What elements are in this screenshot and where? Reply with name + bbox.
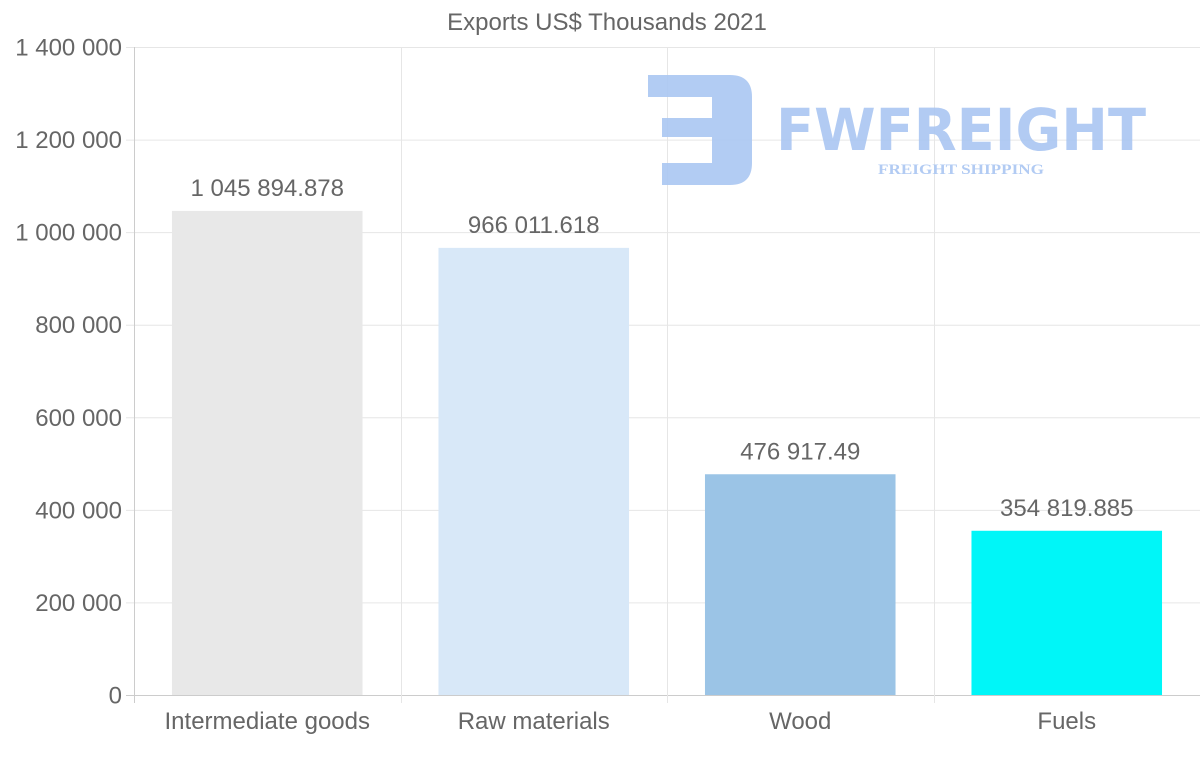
x-tick-label: Raw materials bbox=[458, 708, 610, 735]
svg-text:FWFREIGHT: FWFREIGHT bbox=[776, 96, 1146, 164]
data-label: 1 045 894.878 bbox=[191, 175, 344, 202]
x-tick-label: Wood bbox=[769, 708, 831, 735]
x-tick-label: Fuels bbox=[1037, 708, 1096, 735]
y-tick-label: 0 bbox=[109, 683, 122, 710]
y-tick-label: 1 400 000 bbox=[15, 35, 122, 62]
bar-wood bbox=[704, 474, 896, 695]
bar-fuels bbox=[971, 530, 1163, 695]
y-tick-label: 1 200 000 bbox=[15, 127, 122, 154]
data-label: 476 917.49 bbox=[740, 438, 860, 465]
x-tick-label: Intermediate goods bbox=[165, 708, 370, 735]
fwfreight-logo-watermark: FWFREIGHT FREIGHT SHIPPING bbox=[648, 75, 1146, 185]
axes: 0 200 000 400 000 600 000 800 000 1 000 000 1 … bbox=[15, 35, 1096, 736]
svg-text:FREIGHT SHIPPING: FREIGHT SHIPPING bbox=[878, 162, 1044, 178]
bars: 1 045 894.878 966 011.618 476 917.49 354 81… bbox=[171, 175, 1163, 695]
y-tick-label: 800 000 bbox=[35, 312, 122, 339]
y-tick-label: 1 000 000 bbox=[15, 220, 122, 247]
y-tick-label: 200 000 bbox=[35, 590, 122, 617]
chart-title: Exports US$ Thousands 2021 bbox=[447, 9, 767, 36]
y-tick-label: 400 000 bbox=[35, 497, 122, 524]
bar-intermediate-goods bbox=[171, 210, 363, 695]
data-label: 354 819.885 bbox=[1000, 495, 1133, 522]
y-tick-label: 600 000 bbox=[35, 405, 122, 432]
data-label: 966 011.618 bbox=[468, 212, 600, 239]
bar-raw-materials bbox=[438, 247, 630, 695]
